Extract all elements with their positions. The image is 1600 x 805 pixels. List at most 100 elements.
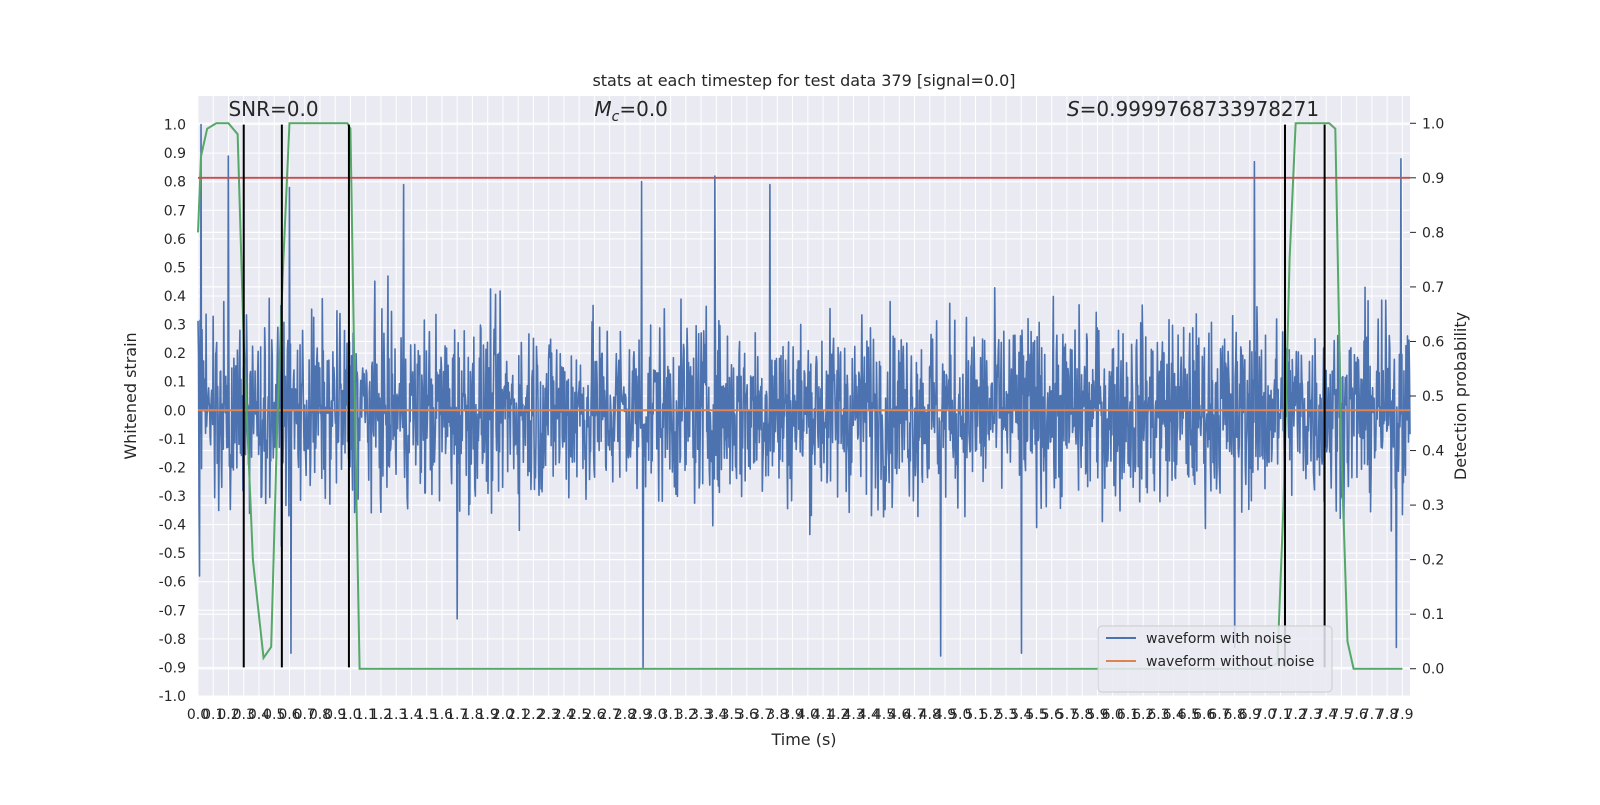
- x-tick-label: 7.7: [1361, 707, 1383, 723]
- x-tick-label: 7.4: [1315, 707, 1337, 723]
- annotation-text: S=0.9999768733978271: [1067, 97, 1319, 121]
- x-tick-label: 2.2: [522, 707, 544, 723]
- y-tick-label: -0.2: [159, 460, 186, 476]
- x-tick-label: 2.9: [629, 707, 651, 723]
- chart-title: stats at each timestep for test data 379…: [592, 71, 1015, 90]
- annotations: SNR=0.0 Mc=0.0 S=0.9999768733978271: [228, 97, 1319, 125]
- x-tick-label: 4.7: [903, 707, 925, 723]
- x-tick-label: 6.4: [1163, 707, 1185, 723]
- x-tick-label: 3.4: [705, 707, 727, 723]
- x-tick-label: 3.9: [781, 707, 803, 723]
- y-tick-label: 1.0: [164, 118, 186, 134]
- legend-box: [1097, 625, 1333, 693]
- x-tick-label: 4.1: [812, 707, 834, 723]
- x-tick-label: 1.1: [355, 707, 377, 723]
- x-tick-label: 3.1: [659, 707, 681, 723]
- series-detection-probability: [197, 122, 1403, 670]
- x-tick-label: 5.4: [1010, 707, 1032, 723]
- annotation-text: SNR=0.0: [228, 97, 318, 121]
- x-tick-label: 2.6: [583, 707, 605, 723]
- x-tick-label: 7.2: [1285, 707, 1307, 723]
- x-tick-label: 5.7: [1056, 707, 1078, 723]
- y2-tick-label: 0.9: [1422, 171, 1444, 187]
- y-tick-label: -0.1: [159, 432, 186, 448]
- x-tick-label: 6.5: [1178, 707, 1200, 723]
- y-axis-label: Whitened strain: [121, 332, 140, 459]
- x-tick-label: 5.8: [1071, 707, 1093, 723]
- y2-tick-label: 0.3: [1422, 498, 1444, 514]
- annotation-text: Mc=0.0: [594, 97, 668, 125]
- x-tick-label: 1.8: [461, 707, 483, 723]
- y2-tick-label: 0.1: [1422, 607, 1444, 623]
- x-tick-label: 3.0: [644, 707, 666, 723]
- x-tick-label: 0.3: [233, 707, 255, 723]
- y-tick-label: -0.7: [159, 603, 186, 619]
- y-tick-label: -0.5: [159, 546, 186, 562]
- x-tick-label: 1.6: [431, 707, 453, 723]
- x-tick-label: 2.0: [492, 707, 514, 723]
- y2-axis-label: Detection probability: [1451, 312, 1470, 480]
- x-tick-label: 7.9: [1391, 707, 1413, 723]
- x-tick-label: 0.6: [278, 707, 300, 723]
- y-tick-label: -0.4: [159, 518, 186, 534]
- x-tick-label: 5.6: [1041, 707, 1063, 723]
- legend: waveform with noise waveform without nois…: [1097, 625, 1333, 693]
- x-tick-label: 0.8: [309, 707, 331, 723]
- x-tick-label: 5.2: [980, 707, 1002, 723]
- legend-label: waveform with noise: [1146, 631, 1291, 647]
- axes: 0.00.10.20.30.40.50.60.70.80.91.01.11.21…: [159, 116, 1445, 723]
- x-tick-label: 2.5: [568, 707, 590, 723]
- x-tick-label: 7.3: [1300, 707, 1322, 723]
- x-tick-label: 7.5: [1330, 707, 1352, 723]
- x-tick-label: 4.8: [919, 707, 941, 723]
- x-tick-label: 6.2: [1132, 707, 1154, 723]
- x-tick-label: 0.0: [187, 707, 209, 723]
- x-tick-label: 2.3: [538, 707, 560, 723]
- x-tick-label: 3.8: [766, 707, 788, 723]
- x-tick-label: 4.2: [827, 707, 849, 723]
- y-tick-label: -0.6: [159, 575, 186, 591]
- x-tick-label: 1.5: [416, 707, 438, 723]
- y-tick-label: 0.8: [164, 175, 186, 191]
- x-tick-label: 6.3: [1147, 707, 1169, 723]
- y-tick-label: 0.6: [164, 232, 186, 248]
- y2-tick-label: 0.5: [1422, 389, 1444, 405]
- x-tick-label: 5.1: [964, 707, 986, 723]
- legend-label: waveform without noise: [1146, 654, 1314, 670]
- y2-tick-label: 0.6: [1422, 334, 1444, 350]
- x-tick-label: 6.1: [1117, 707, 1139, 723]
- x-tick-label: 2.1: [507, 707, 529, 723]
- y-tick-label: 0.0: [164, 403, 186, 419]
- x-tick-label: 7.6: [1346, 707, 1368, 723]
- x-tick-label: 5.9: [1086, 707, 1108, 723]
- x-tick-label: 5.3: [995, 707, 1017, 723]
- x-tick-label: 6.7: [1208, 707, 1230, 723]
- x-tick-label: 0.9: [324, 707, 346, 723]
- x-tick-label: 4.4: [858, 707, 880, 723]
- x-tick-label: 6.0: [1102, 707, 1124, 723]
- series-layer: [197, 122, 1411, 670]
- x-tick-label: 5.0: [949, 707, 971, 723]
- y-tick-label: -0.8: [159, 632, 186, 648]
- y-tick-label: 0.4: [164, 289, 186, 305]
- y-tick-label: -1.0: [159, 689, 186, 705]
- y-tick-label: 0.1: [164, 375, 186, 391]
- y-tick-label: -0.3: [159, 489, 186, 505]
- x-tick-label: 3.5: [720, 707, 742, 723]
- x-tick-label: 3.7: [751, 707, 773, 723]
- x-tick-label: 2.8: [614, 707, 636, 723]
- y2-tick-label: 0.7: [1422, 280, 1444, 296]
- x-tick-label: 3.3: [690, 707, 712, 723]
- x-tick-label: 0.7: [294, 707, 316, 723]
- x-tick-label: 3.6: [736, 707, 758, 723]
- x-axis-label: Time (s): [770, 730, 836, 749]
- y2-tick-label: 1.0: [1422, 116, 1444, 132]
- x-tick-label: 6.6: [1193, 707, 1215, 723]
- x-tick-label: 5.5: [1025, 707, 1047, 723]
- y2-tick-label: 0.0: [1422, 662, 1444, 678]
- x-tick-label: 0.1: [202, 707, 224, 723]
- x-tick-label: 1.7: [446, 707, 468, 723]
- y-tick-label: 0.9: [164, 146, 186, 162]
